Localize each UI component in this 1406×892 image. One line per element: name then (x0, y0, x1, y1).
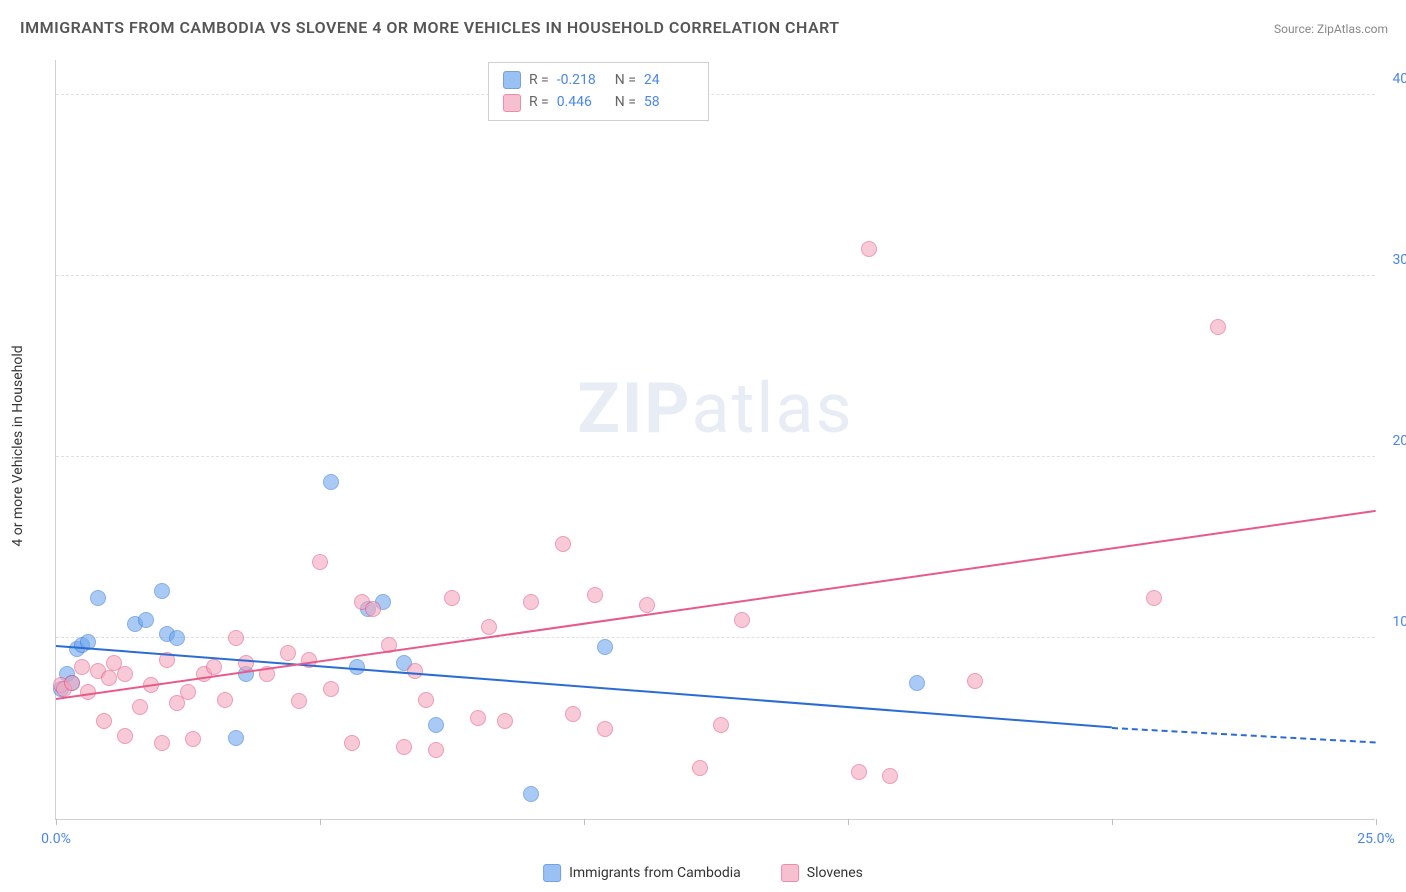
x-tick (320, 819, 321, 825)
scatter-point-slovenes (101, 670, 117, 686)
r-value: -0.218 (557, 69, 607, 91)
scatter-point-slovenes (312, 554, 328, 570)
scatter-point-slovenes (185, 731, 201, 747)
source-label: Source: ZipAtlas.com (1274, 22, 1388, 36)
x-tick (56, 819, 57, 825)
legend-item: Immigrants from Cambodia (543, 864, 741, 882)
scatter-point-cambodia (154, 583, 170, 599)
scatter-point-cambodia (138, 612, 154, 628)
n-value: 58 (644, 91, 694, 113)
scatter-point-slovenes (323, 681, 339, 697)
scatter-point-slovenes (280, 645, 296, 661)
scatter-point-slovenes (523, 594, 539, 610)
regression-line (56, 645, 1112, 728)
scatter-point-slovenes (1210, 319, 1226, 335)
scatter-point-slovenes (597, 721, 613, 737)
x-tick-label: 0.0% (41, 831, 71, 847)
scatter-point-slovenes (565, 706, 581, 722)
scatter-point-slovenes (407, 663, 423, 679)
x-tick (848, 819, 849, 825)
scatter-point-slovenes (228, 630, 244, 646)
scatter-point-slovenes (180, 684, 196, 700)
r-value: 0.446 (557, 91, 607, 113)
chart-title: IMMIGRANTS FROM CAMBODIA VS SLOVENE 4 OR… (20, 18, 840, 37)
scatter-point-slovenes (692, 760, 708, 776)
n-label: N = (615, 69, 636, 91)
scatter-point-slovenes (861, 241, 877, 257)
scatter-point-cambodia (597, 639, 613, 655)
gridline (56, 637, 1375, 638)
r-label: R = (529, 69, 549, 91)
y-tick-label: 20.0% (1392, 433, 1406, 449)
n-value: 24 (644, 69, 694, 91)
x-tick (1112, 819, 1113, 825)
scatter-point-slovenes (291, 693, 307, 709)
y-tick-label: 30.0% (1392, 252, 1406, 268)
scatter-point-slovenes (154, 735, 170, 751)
scatter-point-slovenes (555, 536, 571, 552)
scatter-point-slovenes (418, 692, 434, 708)
scatter-point-slovenes (882, 768, 898, 784)
scatter-point-slovenes (74, 659, 90, 675)
legend-label: Immigrants from Cambodia (569, 865, 741, 881)
scatter-point-slovenes (396, 739, 412, 755)
legend-item: Slovenes (781, 864, 863, 882)
stats-legend-row: R = -0.218 N = 24 (503, 69, 694, 91)
scatter-point-slovenes (587, 587, 603, 603)
scatter-point-slovenes (851, 764, 867, 780)
scatter-point-slovenes (217, 692, 233, 708)
scatter-point-cambodia (428, 717, 444, 733)
chart-plot-area: ZIPatlas 10.0%20.0%30.0%40.0%0.0%25.0% (55, 60, 1375, 820)
x-tick (584, 819, 585, 825)
scatter-point-slovenes (713, 717, 729, 733)
gridline (56, 456, 1375, 457)
scatter-point-slovenes (365, 601, 381, 617)
legend-label: Slovenes (807, 865, 863, 881)
scatter-point-slovenes (344, 735, 360, 751)
scatter-point-cambodia (90, 590, 106, 606)
watermark: ZIPatlas (577, 368, 853, 450)
scatter-point-slovenes (117, 666, 133, 682)
x-tick (1376, 819, 1377, 825)
y-tick-label: 10.0% (1392, 614, 1406, 630)
regression-line (1112, 727, 1376, 743)
x-tick-label: 25.0% (1357, 831, 1395, 847)
scatter-point-slovenes (470, 710, 486, 726)
gridline (56, 275, 1375, 276)
scatter-point-slovenes (444, 590, 460, 606)
bottom-legend: Immigrants from Cambodia Slovenes (543, 864, 863, 882)
scatter-point-slovenes (64, 675, 80, 691)
scatter-point-slovenes (132, 699, 148, 715)
scatter-point-cambodia (323, 474, 339, 490)
legend-swatch (503, 94, 521, 112)
scatter-point-slovenes (734, 612, 750, 628)
stats-legend: R = -0.218 N = 24 R = 0.446 N = 58 (488, 62, 709, 121)
scatter-point-slovenes (967, 673, 983, 689)
scatter-point-cambodia (228, 730, 244, 746)
y-axis-label: 4 or more Vehicles in Household (10, 345, 26, 546)
scatter-point-slovenes (497, 713, 513, 729)
legend-swatch (543, 864, 561, 882)
scatter-point-slovenes (96, 713, 112, 729)
scatter-point-slovenes (206, 659, 222, 675)
y-tick-label: 40.0% (1392, 71, 1406, 87)
scatter-point-slovenes (117, 728, 133, 744)
regression-line (56, 509, 1376, 699)
scatter-point-slovenes (1146, 590, 1162, 606)
n-label: N = (615, 91, 636, 113)
gridline (56, 94, 1375, 95)
scatter-point-cambodia (523, 786, 539, 802)
scatter-point-slovenes (481, 619, 497, 635)
legend-swatch (781, 864, 799, 882)
scatter-point-cambodia (169, 630, 185, 646)
scatter-point-slovenes (428, 742, 444, 758)
scatter-point-slovenes (639, 597, 655, 613)
r-label: R = (529, 91, 549, 113)
stats-legend-row: R = 0.446 N = 58 (503, 91, 694, 113)
legend-swatch (503, 71, 521, 89)
scatter-point-cambodia (909, 675, 925, 691)
